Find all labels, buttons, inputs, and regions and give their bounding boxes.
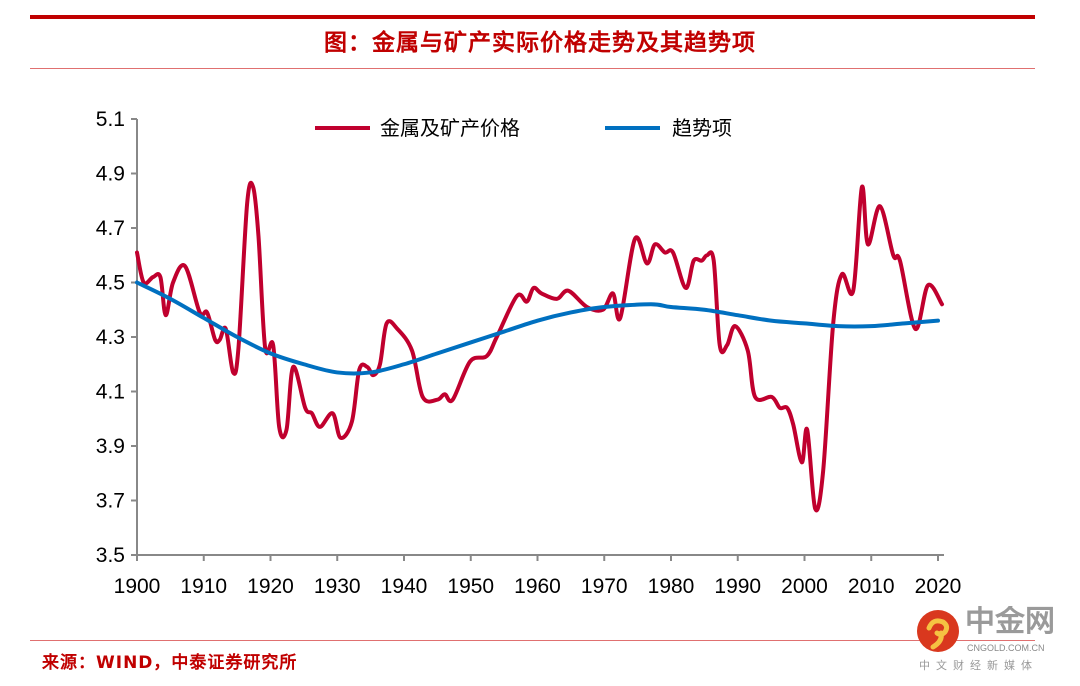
legend-trend-label: 趋势项 <box>672 116 732 140</box>
x-tick-label: 1910 <box>180 575 227 598</box>
cngold-logo-icon <box>917 610 959 652</box>
legend: 金属及矿产价格 趋势项 <box>315 116 732 140</box>
x-tick-label: 1990 <box>714 575 761 598</box>
x-tick-label: 1980 <box>648 575 695 598</box>
x-tick-label: 1970 <box>581 575 628 598</box>
y-tick-label: 5.1 <box>96 108 125 131</box>
legend-price-label: 金属及矿产价格 <box>380 116 520 140</box>
axes: 3.5 3.7 3.9 4.1 4.3 4.5 4.7 4.9 5.1 1900 1910 1920 1… <box>96 108 962 598</box>
footer-divider <box>30 640 1035 641</box>
x-tick-label: 2020 <box>915 575 962 598</box>
trend-series-line <box>135 280 940 376</box>
y-tick-label: 4.9 <box>96 163 125 186</box>
watermark-tagline: 中文财经新媒体 <box>919 659 1038 672</box>
watermark-domain: CNGOLD.COM.CN <box>967 643 1045 653</box>
y-tick-label: 3.7 <box>96 490 125 513</box>
x-tick-label: 1960 <box>514 575 561 598</box>
y-tick-label: 4.5 <box>96 272 125 295</box>
source-note: 来源：WIND，中泰证券研究所 <box>42 653 298 673</box>
x-tick-label: 1930 <box>314 575 361 598</box>
title-divider <box>30 68 1035 69</box>
y-tick-label: 3.5 <box>96 544 125 567</box>
y-tick-label: 4.3 <box>96 326 125 349</box>
x-tick-label: 2000 <box>781 575 828 598</box>
y-tick-label: 4.7 <box>96 217 125 240</box>
watermark: 中金网 CNGOLD.COM.CN 中文财经新媒体 <box>915 606 1075 684</box>
price-series-line <box>135 180 945 513</box>
x-tick-label: 1940 <box>381 575 428 598</box>
watermark-name: 中金网 <box>965 606 1055 638</box>
x-tick-label: 1950 <box>447 575 494 598</box>
x-tick-label: 2010 <box>848 575 895 598</box>
y-tick-label: 3.9 <box>96 435 125 458</box>
y-tick-label: 4.1 <box>96 381 125 404</box>
series-lines <box>135 180 945 513</box>
chart-title: 图：金属与矿产实际价格走势及其趋势项 <box>324 30 756 56</box>
x-tick-label: 1920 <box>247 575 294 598</box>
top-rule <box>30 15 1035 19</box>
x-tick-label: 1900 <box>114 575 161 598</box>
